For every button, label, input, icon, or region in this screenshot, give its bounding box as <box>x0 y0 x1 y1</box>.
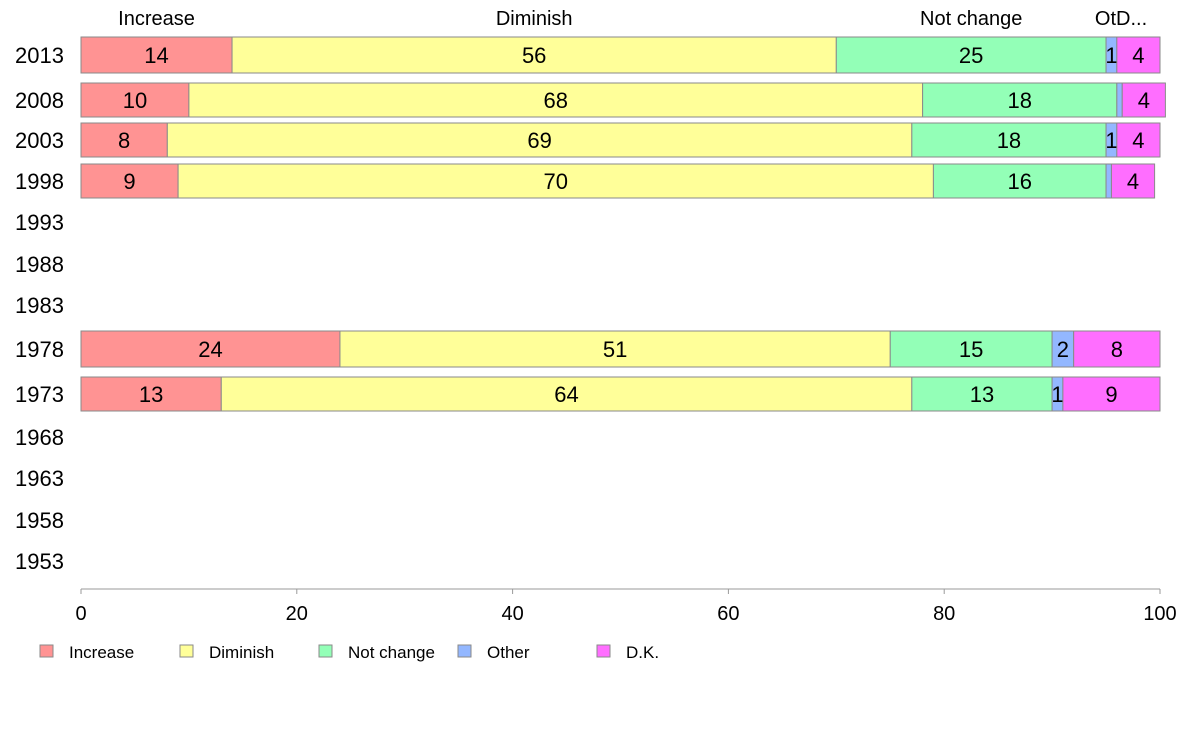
y-tick-label: 1998 <box>15 169 64 194</box>
data-label: 25 <box>959 43 983 68</box>
legend-label: Diminish <box>209 643 274 662</box>
bar-segment <box>166 122 913 158</box>
top-series-label: Increase <box>118 8 195 30</box>
bar-segment <box>80 36 233 74</box>
bar-segment <box>835 36 1107 74</box>
bar-segment <box>1073 330 1161 368</box>
bar-segment <box>911 376 1053 412</box>
y-tick-label: 2003 <box>15 128 64 153</box>
bar-segment <box>80 163 179 199</box>
bar-segment <box>231 36 837 74</box>
y-tick-label: 1973 <box>15 382 64 407</box>
bar-segment <box>1105 163 1112 199</box>
data-label: 64 <box>554 382 578 407</box>
legend-label: D.K. <box>626 643 659 662</box>
top-series-label: OtD... <box>1095 8 1147 30</box>
bar-segment <box>220 376 913 412</box>
x-tick-label: 40 <box>501 603 523 625</box>
bar-segment <box>177 163 934 199</box>
data-label: 13 <box>139 382 163 407</box>
bar-segment <box>911 122 1107 158</box>
data-label: 4 <box>1132 43 1144 68</box>
x-tick-label: 80 <box>933 603 955 625</box>
y-tick-label: 1993 <box>15 210 64 235</box>
data-label: 18 <box>1007 88 1031 113</box>
bar-segment <box>188 82 924 118</box>
x-tick-label: 20 <box>286 603 308 625</box>
data-label: 70 <box>544 169 568 194</box>
y-tick-label: 2008 <box>15 88 64 113</box>
bar-segment <box>80 376 222 412</box>
y-tick-label: 1958 <box>15 508 64 533</box>
bar-segment <box>80 82 190 118</box>
legend-label: Other <box>487 643 530 662</box>
legend-swatch <box>596 644 611 658</box>
data-label: 69 <box>527 128 551 153</box>
y-tick-label: 1968 <box>15 425 64 450</box>
y-tick-label: 1963 <box>15 466 64 491</box>
data-label: 15 <box>959 337 983 362</box>
data-label: 9 <box>1105 382 1117 407</box>
data-label: 56 <box>522 43 546 68</box>
data-label: 1 <box>1051 382 1063 407</box>
bar-segment <box>889 330 1053 368</box>
x-tick-label: 0 <box>75 603 86 625</box>
data-label: 16 <box>1007 169 1031 194</box>
data-label: 2 <box>1057 337 1069 362</box>
bar-segment <box>1110 163 1156 199</box>
bar-segment <box>922 82 1118 118</box>
data-label: 8 <box>1111 337 1123 362</box>
bar-segment <box>1116 122 1161 158</box>
y-tick-label: 2013 <box>15 43 64 68</box>
bar-segment <box>80 330 341 368</box>
data-label: 68 <box>544 88 568 113</box>
bar-segment <box>1121 82 1166 118</box>
top-series-label: Not change <box>920 8 1022 30</box>
data-label: 18 <box>997 128 1021 153</box>
bar-segment <box>80 122 168 158</box>
data-label: 4 <box>1132 128 1144 153</box>
legend-label: Not change <box>348 643 435 662</box>
x-tick-label: 100 <box>1143 603 1176 625</box>
bar-segment <box>1116 82 1123 118</box>
bar-segment <box>339 330 891 368</box>
data-label: 4 <box>1138 88 1150 113</box>
legend-swatch <box>179 644 194 658</box>
data-label: 4 <box>1127 169 1139 194</box>
data-label: 24 <box>198 337 222 362</box>
bar-segment <box>932 163 1107 199</box>
legend-label: Increase <box>69 643 134 662</box>
data-label: 14 <box>144 43 168 68</box>
legend-swatch <box>39 644 54 658</box>
data-label: 9 <box>123 169 135 194</box>
top-series-label: Diminish <box>496 8 573 30</box>
x-tick-label: 60 <box>717 603 739 625</box>
legend-swatch <box>318 644 333 658</box>
data-label: 51 <box>603 337 627 362</box>
data-label: 1 <box>1105 43 1117 68</box>
y-tick-label: 1978 <box>15 337 64 362</box>
y-tick-label: 1953 <box>15 549 64 574</box>
y-tick-label: 1988 <box>15 252 64 277</box>
bar-segment <box>1116 36 1161 74</box>
data-label: 10 <box>123 88 147 113</box>
bar-segment <box>1062 376 1161 412</box>
legend-swatch <box>457 644 472 658</box>
data-label: 1 <box>1105 128 1117 153</box>
data-label: 13 <box>970 382 994 407</box>
y-tick-label: 1983 <box>15 293 64 318</box>
data-label: 8 <box>118 128 130 153</box>
